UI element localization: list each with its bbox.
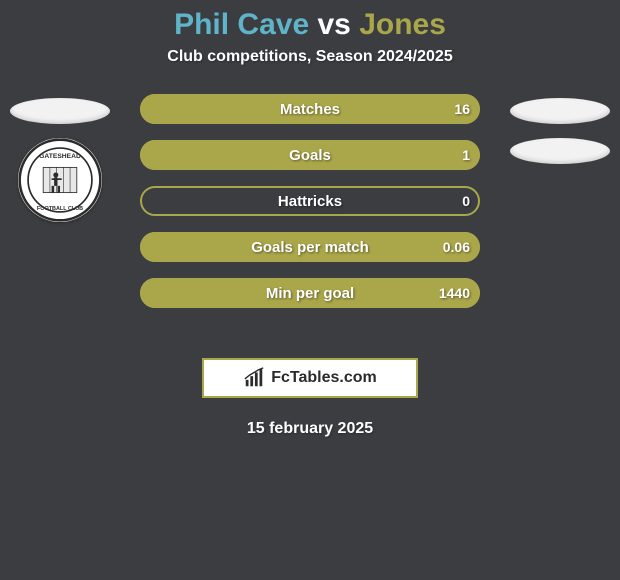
stats-arena: GATESHEAD FOOTBALL CLUB Match [0,94,620,344]
stat-bar-label: Min per goal [266,285,354,302]
comparison-infographic: Phil Cave vs Jones Club competitions, Se… [0,0,620,580]
stat-bar-right-value: 0.06 [443,239,470,255]
chart-icon [243,367,265,389]
player2-photo-placeholder [510,98,610,124]
player1-photo-placeholder [10,98,110,124]
stat-bar-label: Goals [289,147,331,164]
vs-text: vs [317,8,350,41]
stat-bar-right-value: 1440 [439,285,470,301]
stat-bar-label: Goals per match [251,239,369,256]
date-text: 15 february 2025 [0,420,620,438]
stat-bar: Min per goal 1440 [140,278,480,308]
stat-bar-right-value: 16 [454,101,470,117]
stat-bar: Goals 1 [140,140,480,170]
page-title: Phil Cave vs Jones [0,8,620,42]
svg-text:GATESHEAD: GATESHEAD [39,153,81,160]
player1-name: Phil Cave [174,8,309,41]
stat-bar-right-value: 1 [462,147,470,163]
stat-bar-label: Hattricks [278,193,342,210]
stat-bar-label: Matches [280,101,340,118]
left-player-column: GATESHEAD FOOTBALL CLUB [0,94,120,222]
right-player-column [500,94,620,164]
svg-text:FOOTBALL CLUB: FOOTBALL CLUB [37,206,83,212]
brand-text: FcTables.com [271,369,377,387]
stat-bar: Matches 16 [140,94,480,124]
brand-box: FcTables.com [202,358,418,398]
player2-club-badge-placeholder [510,138,610,164]
player1-club-badge: GATESHEAD FOOTBALL CLUB [18,138,102,222]
gateshead-badge-icon: GATESHEAD FOOTBALL CLUB [18,138,102,222]
stat-bar: Goals per match 0.06 [140,232,480,262]
stat-bar-right-value: 0 [462,193,470,209]
stat-bars: Matches 16 Goals 1 Hattricks 0 Goals per match… [140,94,480,308]
player2-name: Jones [359,8,446,41]
subtitle: Club competitions, Season 2024/2025 [0,48,620,66]
stat-bar: Hattricks 0 [140,186,480,216]
